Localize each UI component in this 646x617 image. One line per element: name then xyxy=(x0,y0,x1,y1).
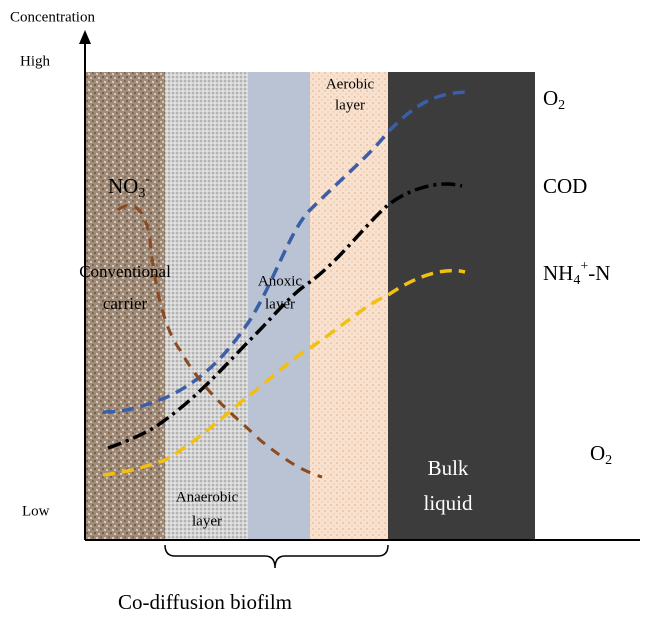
o2-bulk-label: O2 xyxy=(590,441,612,468)
label-sub: 2 xyxy=(605,453,612,468)
brace-label: Co-diffusion biofilm xyxy=(118,590,292,614)
o2-curve xyxy=(102,90,471,414)
anoxic-label: layer xyxy=(265,296,295,312)
bulk-label: liquid xyxy=(423,491,473,515)
no3-curve xyxy=(117,204,323,479)
label-sub: 4 xyxy=(573,273,580,288)
label-sup: - xyxy=(145,172,150,187)
y-arrow xyxy=(79,30,91,44)
bulk-region xyxy=(388,72,535,540)
no3-label: NO3- xyxy=(108,172,150,201)
carrier-region xyxy=(85,72,165,540)
label-sub: 2 xyxy=(558,98,565,113)
label-part: O xyxy=(543,86,558,110)
aerobic-label: layer xyxy=(335,97,365,113)
label-sup: + xyxy=(580,259,588,274)
aerobic-label: Aerobic xyxy=(326,76,375,92)
label-part: O xyxy=(590,441,605,465)
label-part: COD xyxy=(543,174,587,198)
nh4-curve xyxy=(102,268,466,477)
low-label: Low xyxy=(22,503,50,519)
nh4-label: NH4+-N xyxy=(543,259,610,288)
o2-label: O2 xyxy=(543,86,565,113)
label-part: NH xyxy=(543,261,573,285)
anaerobic-label: Anaerobic xyxy=(176,489,239,505)
anaerobic-region xyxy=(165,72,248,540)
carrier-label: carrier xyxy=(103,294,148,313)
label-part: NO xyxy=(108,174,138,198)
anaerobic-label: layer xyxy=(192,513,222,529)
carrier-label: Conventional xyxy=(79,262,171,281)
label-sub: 3 xyxy=(138,186,145,201)
label-part: -N xyxy=(588,261,610,285)
bulk-label: Bulk xyxy=(428,456,469,480)
cod-curve xyxy=(107,182,463,450)
brace xyxy=(164,544,389,569)
y-axis-label: Concentration xyxy=(10,9,95,25)
high-label: High xyxy=(20,53,51,69)
cod-label: COD xyxy=(543,174,587,198)
aerobic-region xyxy=(310,72,388,540)
anoxic-label: Anoxic xyxy=(258,273,303,289)
